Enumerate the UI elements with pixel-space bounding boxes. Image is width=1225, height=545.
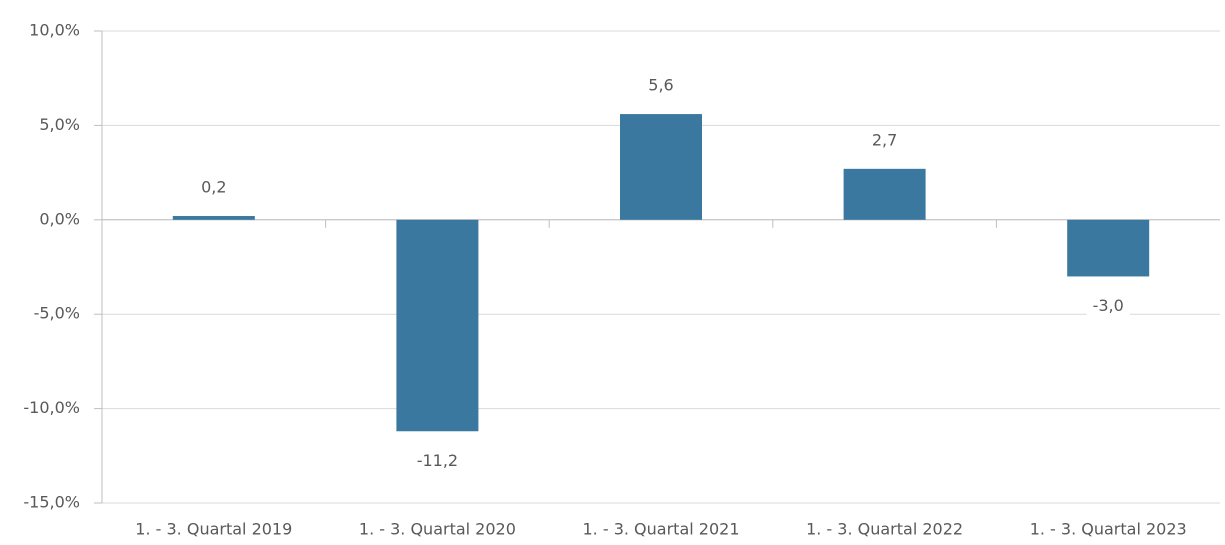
y-tick-label: 0,0% (39, 209, 80, 228)
bar (1067, 219, 1150, 277)
value-label: -11,2 (417, 451, 458, 470)
bar (620, 114, 702, 220)
value-label-bg (195, 177, 233, 200)
x-tick-label: 1. - 3. Quartal 2019 (135, 520, 292, 539)
y-tick-label: 10,0% (29, 21, 80, 40)
x-tick-label: 1. - 3. Quartal 2023 (1030, 520, 1187, 539)
bar (172, 216, 255, 220)
y-tick-label: -15,0% (23, 493, 80, 512)
value-label: 5,6 (648, 76, 673, 95)
value-label: -3,0 (1093, 296, 1124, 315)
value-label-bg (410, 450, 465, 473)
value-label-bg (1086, 295, 1130, 318)
x-tick-label: 1. - 3. Quartal 2021 (582, 520, 739, 539)
value-label-bg (865, 129, 904, 152)
bar (396, 219, 479, 432)
value-label: 0,2 (201, 178, 226, 197)
y-tick-label: -5,0% (34, 304, 80, 323)
value-label-bg (642, 75, 680, 98)
y-tick-label: 5,0% (39, 115, 80, 134)
y-tick-label: -10,0% (23, 398, 80, 417)
x-tick-label: 1. - 3. Quartal 2020 (359, 520, 516, 539)
value-label: 2,7 (872, 130, 897, 149)
x-tick-label: 1. - 3. Quartal 2022 (806, 520, 963, 539)
bar (843, 168, 926, 220)
